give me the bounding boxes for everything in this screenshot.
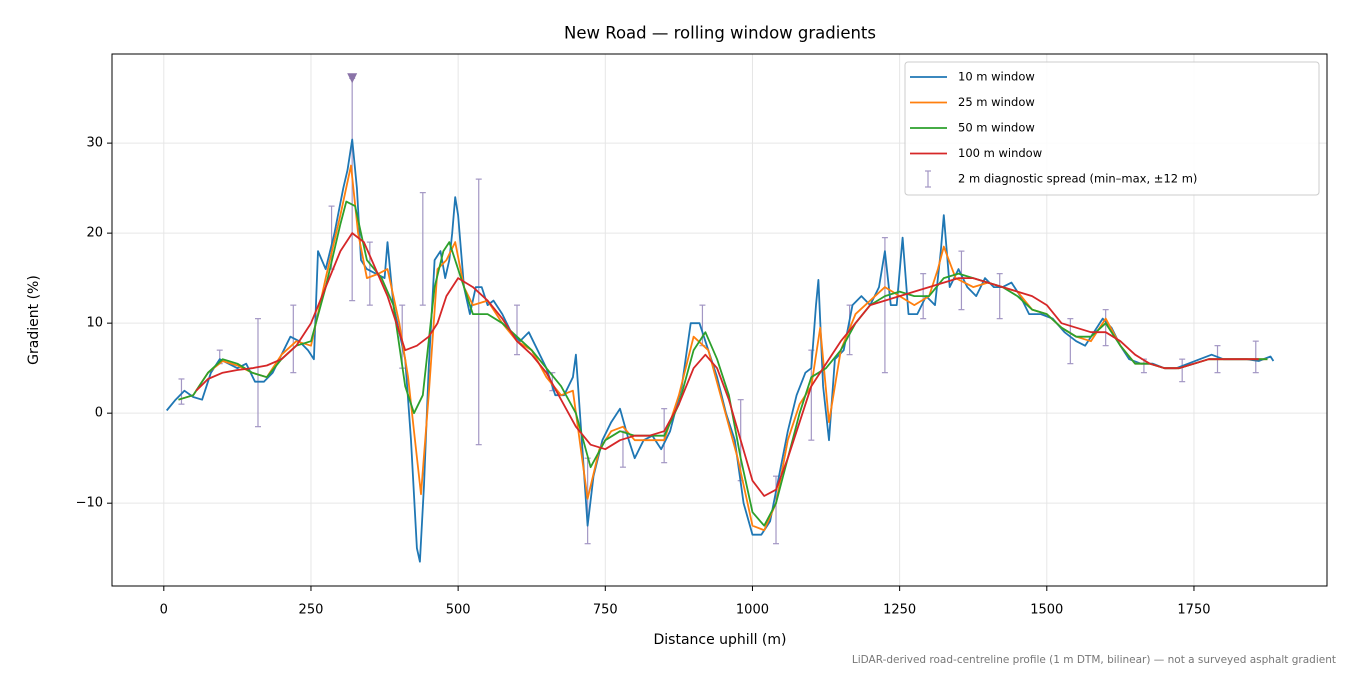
plot-area xyxy=(166,73,1275,563)
series-line xyxy=(178,200,1268,527)
overflow-marker xyxy=(347,73,358,84)
legend: 10 m window 25 m window 50 m window 100 m w… xyxy=(904,61,1320,196)
x-axis-label: Distance uphill (m) xyxy=(654,632,787,648)
y-tick-label: 10 xyxy=(86,316,103,331)
series-line xyxy=(195,232,1259,497)
x-tick-label: 1500 xyxy=(1030,603,1063,618)
x-tick-label: 750 xyxy=(593,603,618,618)
series-line xyxy=(166,138,1275,563)
x-tick-label: 500 xyxy=(446,603,471,618)
axes-frame xyxy=(111,53,1328,587)
y-tick-label: 0 xyxy=(95,406,103,421)
legend-label: 50 m window xyxy=(958,121,1035,135)
x-tick-label: 1750 xyxy=(1177,603,1210,618)
x-tick-label: 0 xyxy=(160,603,168,618)
legend-box xyxy=(904,61,1320,196)
legend-label: 10 m window xyxy=(958,70,1035,84)
x-tick-label: 250 xyxy=(299,603,324,618)
y-tick-label: −10 xyxy=(76,496,103,511)
legend-label: 2 m diagnostic spread (min–max, ±12 m) xyxy=(958,172,1197,186)
chart-title: New Road — rolling window gradients xyxy=(564,24,876,43)
x-tick-label: 1250 xyxy=(883,603,916,618)
y-tick-label: 20 xyxy=(86,226,103,241)
y-axis-label: Gradient (%) xyxy=(26,275,42,365)
legend-label: 25 m window xyxy=(958,95,1035,109)
y-tick-label: 30 xyxy=(86,136,103,151)
footnote: LiDAR-derived road-centreline profile (1… xyxy=(852,654,1336,666)
legend-label: 100 m window xyxy=(958,146,1042,160)
x-tick-label: 1000 xyxy=(736,603,769,618)
